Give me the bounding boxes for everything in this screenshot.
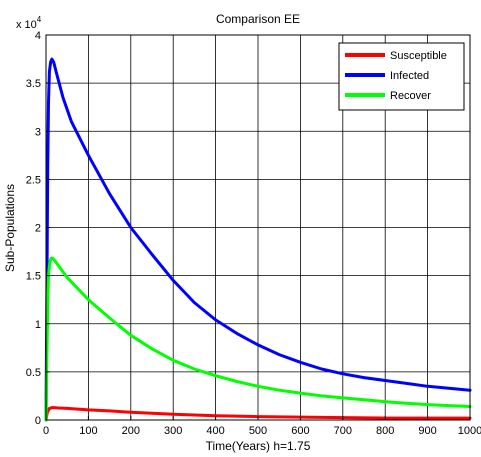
legend: Susceptible Infected Recover — [338, 42, 465, 111]
x-tick-label: 400 — [206, 425, 224, 437]
y-multiplier: x 104 — [16, 15, 42, 31]
y-tick-label: 2.5 — [26, 174, 41, 186]
series-line-infected — [44, 57, 472, 422]
chart-title: Comparison EE — [216, 12, 300, 26]
y-tick-label: 4 — [35, 30, 41, 42]
x-tick-label: 200 — [122, 425, 140, 437]
y-tick-label: 1 — [35, 319, 41, 331]
x-tick-label: 900 — [418, 425, 436, 437]
legend-label-susceptible: Susceptible — [390, 50, 447, 62]
y-tick-label: 2 — [35, 223, 41, 235]
y-multiplier-exponent: 4 — [37, 15, 42, 24]
y-tick-label: 0 — [35, 415, 41, 427]
axis-ticks: 0 100 200 300 400 500 600 700 800 900 1000 0 0.5 1 1.5… — [26, 30, 481, 437]
x-tick-label: 700 — [334, 425, 352, 437]
y-tick-label: 3.5 — [26, 78, 41, 90]
legend-label-recover: Recover — [390, 90, 431, 102]
x-tick-label: 600 — [291, 425, 309, 437]
series-line-susceptible — [44, 406, 472, 422]
x-axis-label: Time(Years) h=1.75 — [206, 439, 311, 453]
y-tick-label: 3 — [35, 126, 41, 138]
series-lines — [44, 57, 472, 422]
y-tick-label: 0.5 — [26, 367, 41, 379]
x-tick-label: 1000 — [458, 425, 481, 437]
x-tick-label: 500 — [249, 425, 267, 437]
x-tick-label: 100 — [79, 425, 97, 437]
x-tick-label: 0 — [43, 425, 49, 437]
y-axis-label: Sub-Populations — [3, 184, 17, 272]
x-tick-label: 300 — [164, 425, 182, 437]
y-multiplier-base: x 10 — [16, 19, 37, 31]
legend-label-infected: Infected — [390, 70, 429, 82]
x-tick-label: 800 — [376, 425, 394, 437]
y-tick-label: 1.5 — [26, 271, 41, 283]
series-line-recover — [44, 256, 472, 422]
